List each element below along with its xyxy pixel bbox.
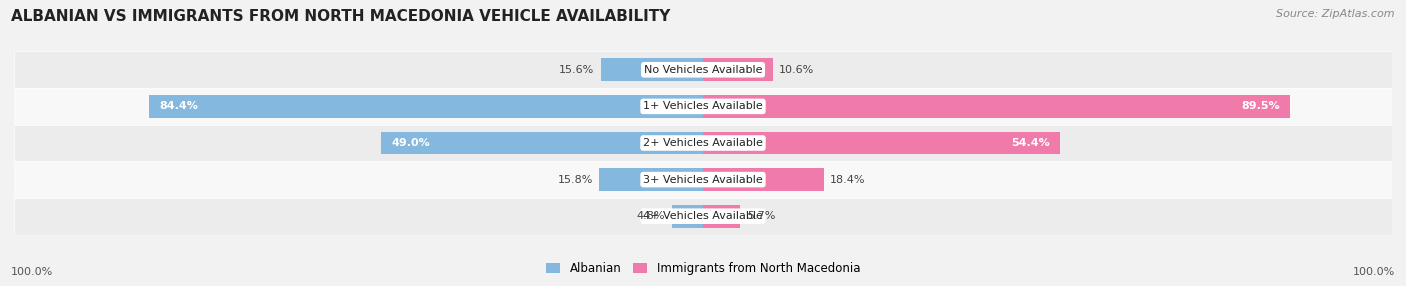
Text: 84.4%: 84.4% xyxy=(159,102,198,111)
Bar xyxy=(600,58,703,81)
Bar xyxy=(599,168,703,191)
Bar xyxy=(149,95,703,118)
Bar xyxy=(14,125,1392,161)
Bar xyxy=(703,95,1291,118)
Text: Source: ZipAtlas.com: Source: ZipAtlas.com xyxy=(1277,9,1395,19)
Text: 49.0%: 49.0% xyxy=(391,138,430,148)
Text: 100.0%: 100.0% xyxy=(11,267,53,277)
Text: 4+ Vehicles Available: 4+ Vehicles Available xyxy=(643,211,763,221)
Bar xyxy=(703,58,772,81)
Text: 100.0%: 100.0% xyxy=(1353,267,1395,277)
Bar xyxy=(703,205,741,228)
Bar xyxy=(14,161,1392,198)
Text: 5.7%: 5.7% xyxy=(747,211,775,221)
Bar xyxy=(703,132,1060,154)
Text: 4.8%: 4.8% xyxy=(637,211,665,221)
Text: 18.4%: 18.4% xyxy=(831,175,866,184)
Text: 10.6%: 10.6% xyxy=(779,65,814,75)
Bar xyxy=(14,88,1392,125)
Bar xyxy=(703,168,824,191)
Text: 3+ Vehicles Available: 3+ Vehicles Available xyxy=(643,175,763,184)
Text: ALBANIAN VS IMMIGRANTS FROM NORTH MACEDONIA VEHICLE AVAILABILITY: ALBANIAN VS IMMIGRANTS FROM NORTH MACEDO… xyxy=(11,9,671,23)
Bar xyxy=(14,198,1392,235)
Bar xyxy=(381,132,703,154)
Legend: Albanian, Immigrants from North Macedonia: Albanian, Immigrants from North Macedoni… xyxy=(541,258,865,280)
Text: 54.4%: 54.4% xyxy=(1011,138,1050,148)
Text: 1+ Vehicles Available: 1+ Vehicles Available xyxy=(643,102,763,111)
Text: 15.6%: 15.6% xyxy=(558,65,595,75)
Bar xyxy=(672,205,703,228)
Text: 89.5%: 89.5% xyxy=(1241,102,1281,111)
Bar xyxy=(14,51,1392,88)
Text: 2+ Vehicles Available: 2+ Vehicles Available xyxy=(643,138,763,148)
Text: 15.8%: 15.8% xyxy=(557,175,593,184)
Text: No Vehicles Available: No Vehicles Available xyxy=(644,65,762,75)
